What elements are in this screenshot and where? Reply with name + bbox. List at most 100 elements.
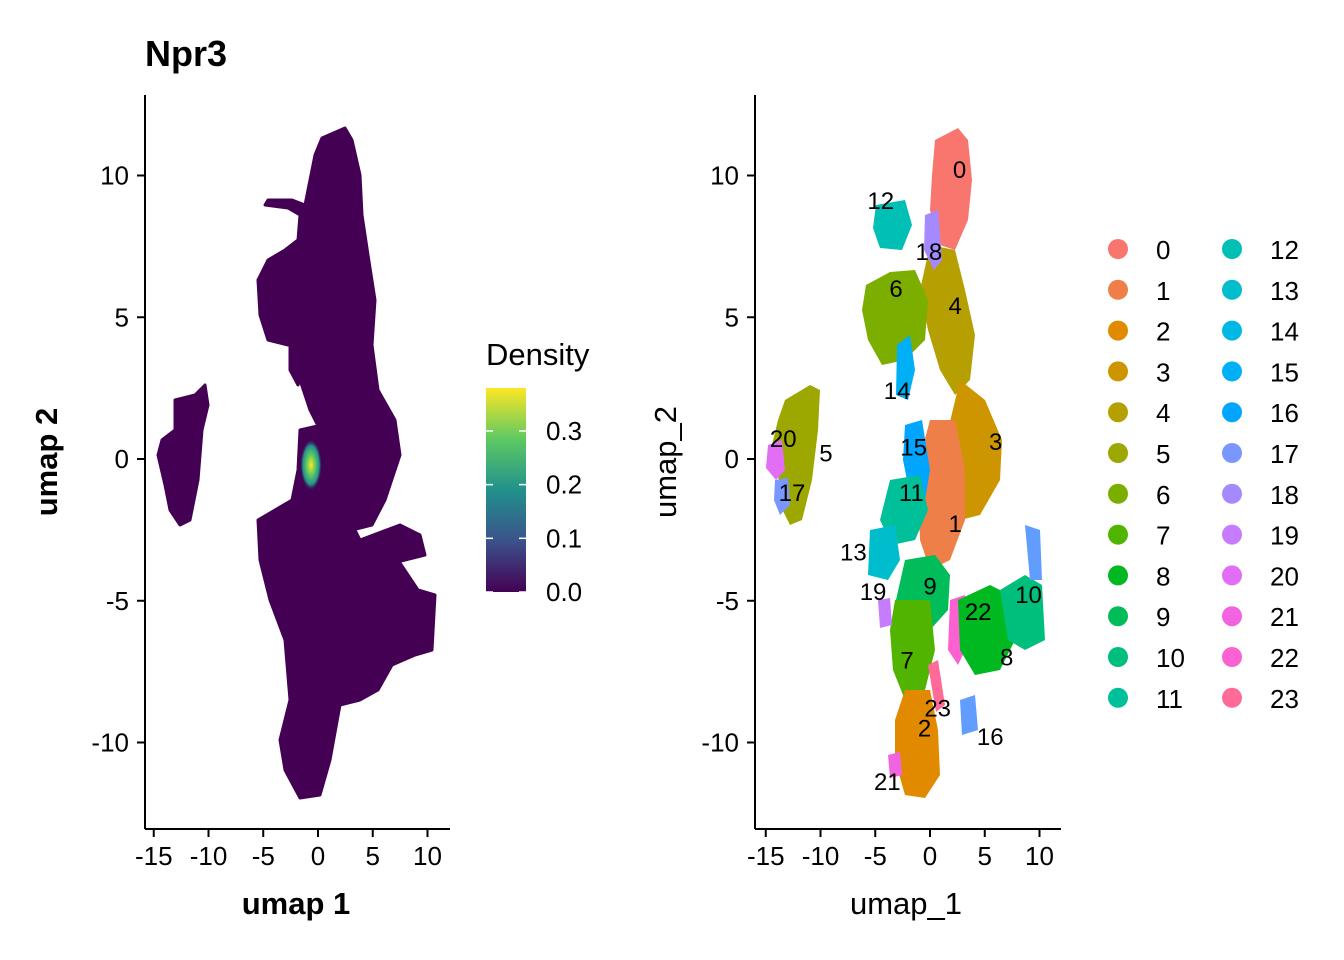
legend-label-21: 21 (1270, 602, 1299, 632)
cluster-label-17: 17 (779, 480, 806, 507)
cluster-label-18: 18 (916, 239, 943, 266)
cluster-label-2: 2 (918, 715, 931, 742)
legend-key-14 (1222, 320, 1242, 341)
cluster-label-13: 13 (840, 540, 867, 567)
cell-island-small (288, 333, 307, 387)
cell-island-upper-left (256, 274, 300, 347)
legend-label-11: 11 (1156, 684, 1183, 714)
legend-label-5: 5 (1156, 439, 1170, 469)
legend-key-5 (1108, 443, 1128, 463)
cluster-label-5: 5 (819, 440, 832, 467)
legend-label-2: 2 (1156, 317, 1170, 347)
cluster-label-20: 20 (770, 426, 797, 453)
legend-key-12 (1222, 239, 1242, 259)
left-x-axis-title: umap 1 (242, 886, 351, 921)
cluster-label-9: 9 (923, 574, 936, 601)
x-tick-label: 5 (978, 841, 992, 871)
legend-key-2 (1108, 320, 1128, 341)
legend-label-10: 10 (1156, 643, 1185, 673)
legend-key-16 (1222, 402, 1242, 423)
density-cell-cloud (156, 126, 437, 800)
cluster-region-8 (958, 585, 1015, 675)
cluster-label-12: 12 (867, 188, 894, 215)
legend-label-13: 13 (1270, 276, 1299, 306)
colorbar-tick-label: 0.1 (546, 523, 582, 553)
legend-key-6 (1108, 483, 1128, 504)
legend-label-12: 12 (1270, 235, 1299, 265)
cluster-region-1 (918, 420, 965, 570)
density-colorbar-ticks: 0.0 0.1 0.2 0.3 (486, 416, 582, 607)
cell-island-lower-right (358, 523, 427, 567)
legend-label-6: 6 (1156, 480, 1170, 510)
legend-label-1: 1 (1156, 276, 1170, 306)
right-x-ticks: -15 -10 -5 0 5 10 (747, 829, 1054, 871)
cluster-label-14: 14 (884, 378, 911, 405)
cluster-cell-cloud (766, 128, 1045, 798)
y-tick-label: -10 (701, 728, 739, 758)
cluster-region-18 (924, 210, 942, 270)
cluster-region-4 (920, 245, 975, 395)
cluster-region-19 (878, 598, 892, 628)
legend-label-20: 20 (1270, 561, 1299, 591)
colorbar-tick-label: 0.0 (546, 577, 582, 607)
cell-island-left (156, 383, 210, 527)
y-tick-label: -5 (716, 586, 739, 616)
right-y-axis-title: umap_2 (648, 406, 683, 518)
legend-label-23: 23 (1270, 684, 1299, 714)
legend-key-22 (1222, 647, 1242, 667)
legend-key-21 (1222, 606, 1242, 627)
colorbar-tick-label: 0.2 (546, 470, 582, 500)
left-y-axis-title: umap 2 (29, 408, 64, 517)
legend-key-9 (1108, 606, 1128, 627)
cluster-region-17 (774, 478, 790, 515)
legend-label-7: 7 (1156, 521, 1170, 551)
legend-key-23 (1222, 687, 1242, 708)
y-tick-label: 0 (115, 444, 129, 474)
legend-key-8 (1108, 565, 1128, 586)
cluster-label-1: 1 (949, 511, 962, 538)
cluster-label-23: 23 (924, 695, 951, 722)
legend-key-13 (1222, 279, 1242, 300)
legend-key-11 (1108, 687, 1128, 708)
legend-label-16: 16 (1270, 398, 1299, 428)
cluster-region-7 (890, 600, 935, 700)
y-tick-label: 10 (710, 161, 739, 191)
density-colorbar (486, 388, 526, 592)
right-y-ticks: -10 -5 0 5 10 (701, 161, 755, 758)
y-tick-label: 10 (100, 161, 129, 191)
legend-key-0 (1108, 239, 1128, 259)
y-tick-label: 5 (115, 302, 129, 332)
y-tick-label: -5 (106, 586, 129, 616)
cluster-label-0: 0 (953, 157, 966, 184)
legend-key-19 (1222, 524, 1242, 545)
legend-label-14: 14 (1270, 317, 1299, 347)
legend-key-3 (1108, 361, 1128, 382)
x-tick-label: -5 (252, 841, 275, 871)
cluster-label-22: 22 (965, 599, 992, 626)
colorbar-tick-label: 0.3 (546, 416, 582, 446)
left-x-ticks: -15 -10 -5 0 5 10 (135, 829, 442, 871)
cluster-region-6 (862, 270, 928, 365)
cluster-label-16: 16 (977, 724, 1004, 751)
cluster-region-2 (895, 690, 940, 798)
y-tick-label: 5 (725, 302, 739, 332)
cluster-label-15: 15 (900, 435, 927, 462)
legend-label-3: 3 (1156, 357, 1170, 387)
cluster-label-4: 4 (949, 293, 962, 320)
cluster-label-10: 10 (1015, 582, 1042, 609)
x-tick-label: 10 (413, 841, 442, 871)
x-tick-label: 0 (923, 841, 937, 871)
cluster-label-8: 8 (1000, 644, 1013, 671)
legend-key-1 (1108, 279, 1128, 300)
legend-label-4: 4 (1156, 398, 1170, 428)
x-tick-label: 5 (366, 841, 380, 871)
x-tick-label: -15 (747, 841, 785, 871)
legend-label-9: 9 (1156, 602, 1170, 632)
x-tick-label: -10 (190, 841, 228, 871)
cluster-region-0 (930, 128, 972, 250)
plot-title: Npr3 (145, 33, 227, 74)
